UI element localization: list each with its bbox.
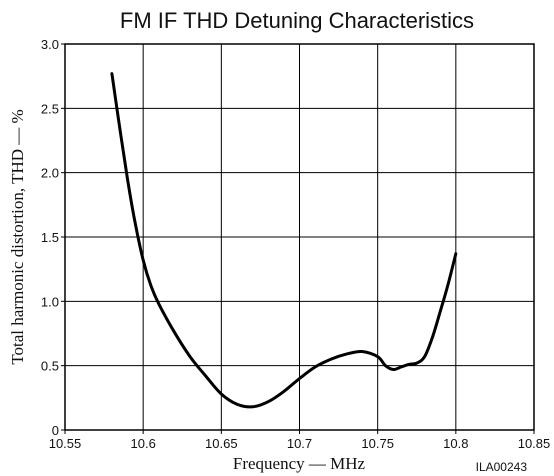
y-tick-label-1: 1.0 [41, 294, 59, 309]
x-axis-label: Frequency — MHz [233, 454, 366, 473]
y-axis-ticks: 0 0.5 1.0 1.5 2.0 2.5 3.0 [41, 37, 65, 438]
x-tick-label-10_85: 10.85 [518, 436, 551, 451]
x-tick-label-10_55: 10.55 [49, 436, 82, 451]
y-tick-label-3: 3.0 [41, 37, 59, 52]
y-tick-label-0: 0 [52, 423, 59, 438]
thd-curve-series [110, 72, 458, 409]
x-tick-label-10_75: 10.75 [361, 436, 394, 451]
y-tick-label-0_5: 0.5 [41, 359, 59, 374]
x-tick-label-10_8: 10.8 [443, 436, 468, 451]
x-axis-ticks: 10.55 10.6 10.65 10.7 10.75 10.8 10.85 [49, 430, 551, 451]
y-tick-label-1_5: 1.5 [41, 230, 59, 245]
figure-code-label: ILA00243 [476, 460, 528, 474]
x-tick-label-10_7: 10.7 [287, 436, 312, 451]
y-tick-label-2: 2.0 [41, 166, 59, 181]
x-tick-label-10_6: 10.6 [131, 436, 156, 451]
x-tick-label-10_65: 10.65 [205, 436, 238, 451]
grid-lines [65, 44, 534, 430]
y-axis-label: Total harmonic distortion, THD — % [8, 109, 27, 364]
y-tick-label-2_5: 2.5 [41, 101, 59, 116]
chart-title: FM IF THD Detuning Characteristics [120, 8, 474, 33]
